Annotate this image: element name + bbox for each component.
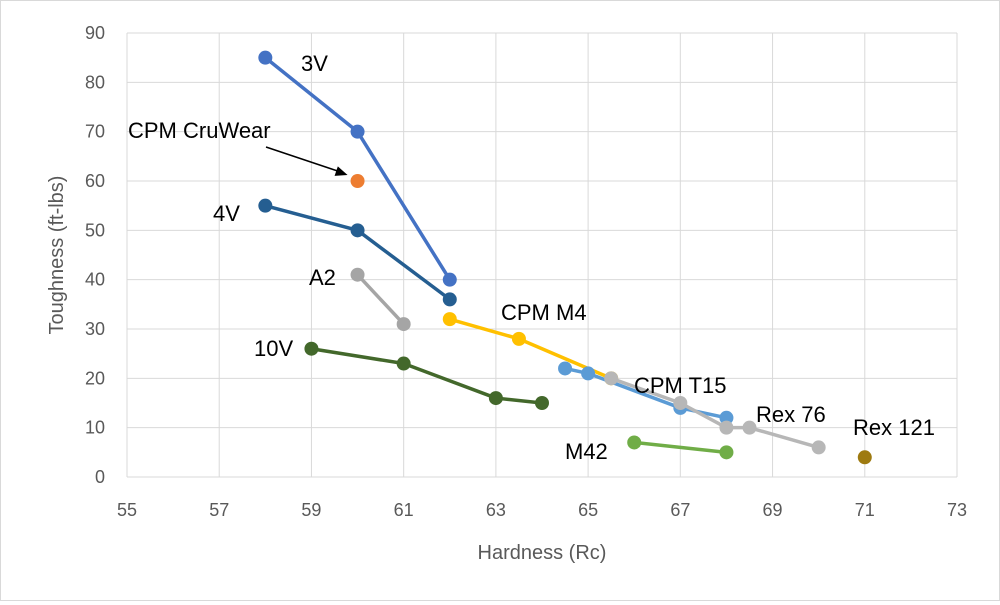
data-point [350, 174, 365, 188]
series-10v [304, 341, 549, 410]
y-tick-labels: 0 10 20 30 40 50 60 70 80 90 [85, 23, 105, 487]
data-point [857, 450, 872, 465]
plot-series [258, 50, 872, 465]
series-4v [258, 198, 457, 307]
x-tick-label: 69 [763, 500, 783, 520]
data-point [396, 317, 411, 332]
y-tick-label: 0 [95, 467, 105, 487]
x-tick-label: 59 [301, 500, 321, 520]
series-cpm-m4 [442, 312, 619, 386]
data-point [581, 366, 596, 381]
series-rex-121 [857, 450, 872, 465]
data-point [604, 371, 619, 386]
series-rex-76 [604, 371, 826, 455]
x-tick-label: 61 [394, 500, 414, 520]
series-line [564, 366, 727, 420]
series-label: 4V [213, 201, 240, 226]
data-point [258, 50, 273, 65]
data-point [488, 391, 503, 406]
data-point [442, 272, 457, 287]
data-point [673, 396, 688, 410]
series-labels: 3V CPM CruWear 4V A2 CPM M4 10V CPM T15 Rex 76 M… [128, 51, 935, 464]
y-tick-label: 90 [85, 23, 105, 43]
series-line [264, 56, 452, 281]
series-line [311, 347, 543, 405]
x-tick-label: 71 [855, 500, 875, 520]
series-label: CPM T15 [634, 373, 727, 398]
series-line [356, 273, 405, 326]
data-point [304, 341, 319, 356]
y-tick-label: 60 [85, 171, 105, 191]
data-point [719, 420, 734, 435]
series-label: 3V [301, 51, 328, 76]
arrow-shaft [265, 146, 344, 174]
series-line [634, 440, 727, 455]
data-point [350, 267, 365, 282]
series-label: 10V [254, 336, 293, 361]
data-point [442, 312, 457, 327]
x-tick-label: 63 [486, 500, 506, 520]
arrow-head [334, 166, 348, 176]
gridlines [126, 32, 958, 478]
y-tick-label: 80 [85, 72, 105, 92]
data-point [742, 420, 757, 435]
y-tick-label: 50 [85, 220, 105, 240]
x-tick-label: 65 [578, 500, 598, 520]
series-m42 [627, 435, 734, 460]
y-tick-label: 20 [85, 368, 105, 388]
data-point [535, 396, 549, 410]
series-a2 [350, 267, 411, 332]
series-label: CPM M4 [501, 300, 587, 325]
y-tick-label: 70 [85, 122, 105, 142]
x-tick-label: 73 [947, 500, 967, 520]
series-label: CPM CruWear [128, 118, 271, 143]
data-point [719, 445, 734, 460]
data-point [442, 292, 457, 307]
x-tick-label: 55 [117, 500, 137, 520]
series-label: M42 [565, 439, 608, 464]
x-axis-title: Hardness (Rc) [478, 542, 607, 564]
series-3v [258, 50, 457, 287]
series-label: Rex 121 [853, 415, 935, 440]
series-label: A2 [309, 265, 336, 290]
y-axis-title: Toughness (ft-lbs) [46, 176, 68, 335]
y-tick-label: 40 [85, 270, 105, 290]
series-label: Rex 76 [756, 402, 826, 427]
data-point [719, 410, 734, 425]
x-tick-label: 67 [670, 500, 690, 520]
series-cpm-cruwear [350, 174, 365, 188]
x-tick-label: 57 [209, 500, 229, 520]
data-point [811, 440, 826, 455]
data-point [350, 124, 365, 139]
series-line [264, 203, 451, 301]
y-tick-label: 30 [85, 319, 105, 339]
x-tick-labels: 55 57 59 61 63 65 67 69 71 73 [117, 500, 967, 520]
data-point [396, 356, 411, 371]
data-point [558, 361, 573, 376]
data-point [627, 435, 642, 450]
annotation-arrow [265, 146, 348, 176]
y-tick-label: 10 [85, 418, 105, 438]
data-point [258, 198, 273, 213]
data-point [350, 223, 365, 238]
data-point [511, 331, 526, 346]
